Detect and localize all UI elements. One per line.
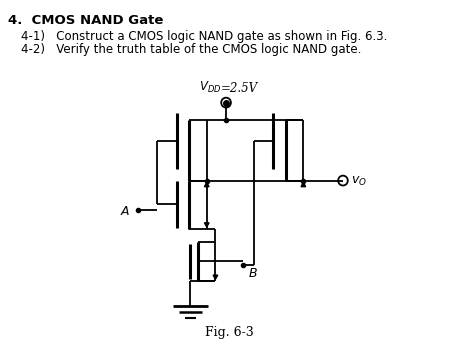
- Text: 4.  CMOS NAND Gate: 4. CMOS NAND Gate: [8, 14, 163, 27]
- Polygon shape: [204, 182, 209, 187]
- Text: Fig. 6-3: Fig. 6-3: [205, 326, 253, 339]
- Polygon shape: [301, 182, 306, 187]
- Polygon shape: [213, 275, 218, 279]
- Text: $B$: $B$: [248, 267, 258, 280]
- Text: $v_O$: $v_O$: [351, 175, 366, 188]
- Text: 4-2)   Verify the truth table of the CMOS logic NAND gate.: 4-2) Verify the truth table of the CMOS …: [21, 43, 362, 56]
- Text: $A$: $A$: [120, 205, 130, 218]
- Text: 4-1)   Construct a CMOS logic NAND gate as shown in Fig. 6.3.: 4-1) Construct a CMOS logic NAND gate as…: [21, 30, 388, 43]
- Polygon shape: [204, 223, 209, 227]
- Text: =2.5V: =2.5V: [221, 82, 258, 95]
- Text: $V_{DD}$: $V_{DD}$: [199, 80, 221, 95]
